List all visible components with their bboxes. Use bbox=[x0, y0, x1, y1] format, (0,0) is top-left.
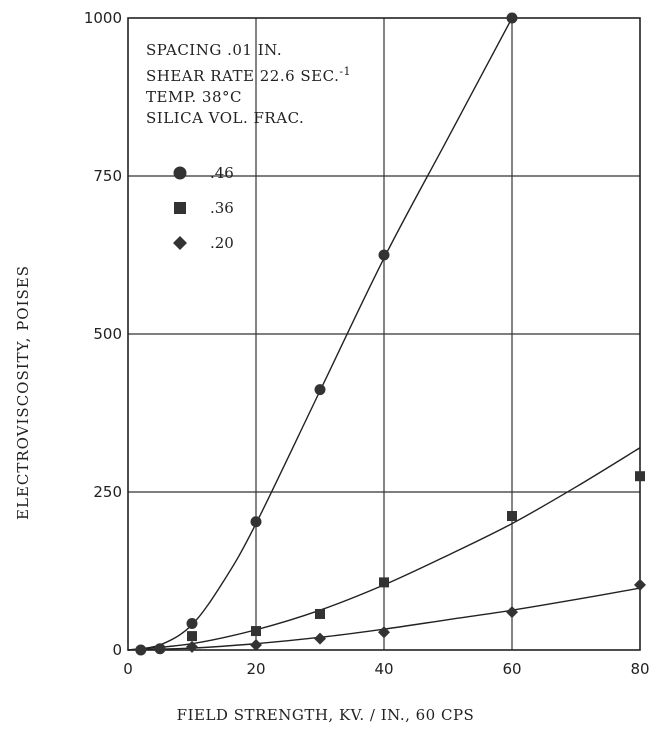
tick-labels: 0 20 40 60 80 0 250 500 750 1000 bbox=[84, 9, 650, 678]
x-tick-label: 60 bbox=[502, 660, 521, 678]
x-tick-label: 40 bbox=[374, 660, 393, 678]
y-axis-label: ELECTROVISCOSITY, POISES bbox=[14, 264, 32, 520]
x-tick-label: 20 bbox=[246, 660, 265, 678]
data-point-circle bbox=[378, 249, 390, 261]
data-point-circle bbox=[314, 384, 326, 396]
data-point-square bbox=[507, 511, 517, 522]
grid bbox=[128, 18, 640, 650]
data-point-diamond bbox=[186, 640, 198, 653]
annotation-silica: SILICA VOL. FRAC. bbox=[146, 109, 305, 127]
y-tick-label: 1000 bbox=[84, 9, 122, 27]
data-point-circle bbox=[135, 644, 147, 656]
legend-square-marker bbox=[174, 201, 186, 214]
series-line-0 bbox=[127, 17, 513, 651]
data-point-square bbox=[187, 631, 197, 642]
legend-label: .36 bbox=[210, 198, 234, 217]
plot-frame bbox=[127, 17, 641, 651]
annotation-spacing: SPACING .01 IN. bbox=[146, 41, 283, 59]
axes bbox=[127, 17, 641, 651]
data-point-square bbox=[315, 608, 325, 619]
y-tick-label: 500 bbox=[93, 325, 122, 343]
y-tick-label: 250 bbox=[93, 483, 122, 501]
data-point-circle bbox=[186, 617, 198, 629]
data-point-diamond bbox=[314, 632, 326, 645]
x-tick-label: 0 bbox=[123, 660, 133, 678]
legend-diamond-marker bbox=[173, 235, 187, 250]
legend-item: .36 bbox=[172, 190, 234, 225]
data-point-circle bbox=[154, 643, 166, 655]
legend-label: .20 bbox=[210, 233, 234, 252]
legend-label: .46 bbox=[210, 163, 234, 182]
data-point-square bbox=[635, 471, 645, 482]
series-markers bbox=[135, 12, 646, 656]
data-point-square bbox=[251, 626, 261, 637]
legend-item: .20 bbox=[172, 225, 234, 260]
annotation-shear-rate: SHEAR RATE 22.6 SEC.-1 bbox=[146, 65, 352, 85]
y-tick-label: 0 bbox=[112, 641, 122, 659]
data-point-square bbox=[379, 577, 389, 588]
legend-circle-marker bbox=[173, 166, 187, 179]
data-point-circle bbox=[250, 516, 262, 528]
x-tick-label: 80 bbox=[630, 660, 649, 678]
annotation-temp: TEMP. 38°C bbox=[146, 88, 242, 106]
annotation-shear-rate-exponent: -1 bbox=[339, 65, 352, 78]
data-point-diamond bbox=[506, 606, 518, 619]
data-point-diamond bbox=[634, 578, 646, 591]
y-tick-label: 750 bbox=[93, 167, 122, 185]
data-point-diamond bbox=[378, 626, 390, 639]
legend-item: .46 bbox=[172, 155, 234, 190]
chart-annotation: SPACING .01 IN. SHEAR RATE 22.6 SEC.-1 T… bbox=[146, 40, 351, 129]
data-point-diamond bbox=[250, 638, 262, 651]
data-point-circle bbox=[506, 12, 518, 24]
x-axis-label: FIELD STRENGTH, KV. / IN., 60 CPS bbox=[176, 706, 475, 724]
legend: .46 .36 .20 bbox=[172, 155, 234, 260]
